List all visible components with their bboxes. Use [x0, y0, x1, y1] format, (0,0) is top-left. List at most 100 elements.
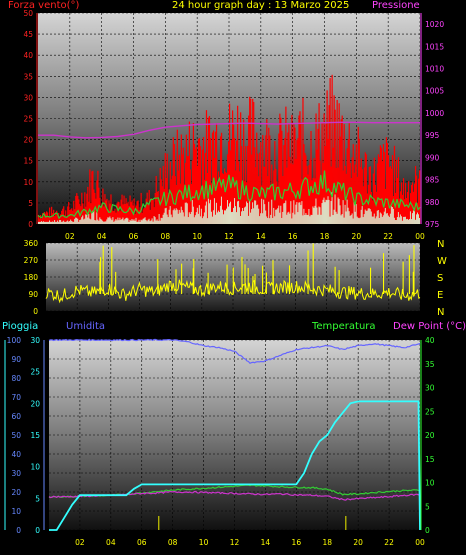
wind-bar: [148, 189, 150, 224]
wind-light-bar: [292, 212, 294, 224]
wind-light-bar: [414, 219, 416, 224]
wind-light-bar: [220, 196, 222, 224]
wind-bar: [293, 124, 295, 224]
wind-light-bar: [213, 198, 215, 224]
wind-bar: [157, 191, 159, 224]
wind-bar: [71, 208, 73, 224]
wind-bar: [256, 132, 258, 224]
pressure-tick-label: 1020: [425, 20, 444, 29]
wind-light-bar: [121, 218, 123, 224]
wind-light-bar: [263, 199, 265, 224]
wind-bar: [407, 181, 410, 224]
wind-light-bar: [270, 214, 272, 224]
wind-bar: [394, 192, 397, 224]
climate-x-tick-label: 18: [322, 538, 332, 547]
wind-light-bar: [249, 200, 251, 224]
wind-bar: [47, 212, 49, 224]
wind-bar: [276, 181, 278, 224]
wind-light-bar: [316, 207, 318, 224]
wind-light-bar: [360, 209, 362, 224]
wind-bar: [289, 156, 291, 224]
wind-bar: [68, 201, 70, 224]
wind-bar: [186, 156, 188, 224]
wind-light-bar: [382, 215, 384, 224]
wind-light-bar: [141, 220, 143, 224]
wind-light-bar: [161, 218, 163, 224]
wind-bar: [61, 210, 63, 224]
wind-bar: [382, 144, 385, 224]
wind-light-bar: [53, 221, 55, 224]
humidity-tick-label: 90: [11, 355, 21, 364]
wind-light-bar: [327, 196, 329, 224]
wind-bar: [350, 178, 352, 224]
wind-light-bar: [99, 217, 101, 224]
wind-light-bar: [136, 221, 138, 224]
wind-bar: [295, 158, 297, 224]
wind-light-bar: [246, 201, 248, 224]
wind-light-bar: [55, 221, 57, 224]
wind-bar: [409, 193, 412, 224]
wind-bar: [361, 169, 363, 224]
rain-tick-label: 10: [30, 463, 40, 472]
wind-light-bar: [312, 206, 314, 224]
wind-bar: [404, 183, 407, 224]
wind-bar: [56, 210, 58, 224]
wind-bar: [358, 138, 360, 224]
wind-bar: [134, 213, 136, 224]
wind-light-bar: [244, 207, 246, 224]
wind-light-bar: [50, 221, 52, 224]
pressure-tick-label: 985: [425, 176, 440, 185]
wind-tick-label: 40: [23, 51, 33, 60]
wind-bar: [247, 145, 249, 224]
wind-bar: [75, 195, 77, 224]
wind-bar: [87, 186, 89, 224]
wind-light-bar: [386, 213, 388, 224]
wind-bar: [418, 170, 421, 224]
wind-light-bar: [163, 212, 165, 224]
wind-bar: [278, 133, 280, 224]
wind-bar: [315, 113, 317, 224]
wind-bar: [279, 113, 281, 224]
wind-tick-label: 30: [23, 93, 33, 102]
wind-bar: [185, 134, 187, 224]
wind-light-bar: [178, 209, 180, 224]
wind-bar: [106, 198, 108, 224]
wind-light-bar: [176, 209, 178, 224]
wind-light-bar: [215, 202, 217, 224]
wind-light-bar: [256, 205, 258, 224]
wind-bar: [200, 186, 203, 224]
wind-light-bar: [84, 218, 86, 224]
wind-bar: [123, 195, 125, 224]
wind-light-bar: [402, 216, 404, 224]
wind-light-bar: [288, 211, 290, 224]
compass-label: S: [437, 273, 443, 284]
wind-light-bar: [330, 201, 332, 224]
wind-light-bar: [326, 200, 328, 224]
wind-light-bar: [140, 219, 142, 224]
wind-light-bar: [125, 217, 127, 224]
wind-light-bar: [390, 206, 392, 224]
wind-light-bar: [181, 210, 183, 224]
humidity-tick-label: 30: [11, 469, 21, 478]
humidity-tick-label: 80: [11, 374, 21, 383]
wind-bar: [257, 153, 259, 224]
wind-bar: [96, 180, 98, 224]
wind-light-bar: [62, 221, 64, 224]
wind-bar: [337, 167, 339, 224]
wind-light-bar: [91, 213, 93, 224]
wind-bar: [229, 103, 231, 224]
wind-light-bar: [296, 202, 298, 224]
wind-bar: [139, 207, 141, 224]
wind-light-bar: [285, 200, 287, 224]
wind-light-bar: [413, 210, 415, 224]
rain-tick-label: 0: [35, 526, 40, 535]
pressure-tick-label: 995: [425, 131, 440, 140]
wind-bar: [288, 123, 290, 224]
wind-bar: [387, 155, 390, 224]
wind-light-bar: [247, 203, 249, 224]
wind-bar: [235, 170, 237, 224]
wind-bar: [149, 209, 151, 224]
wind-light-bar: [260, 213, 262, 224]
wind-light-bar: [381, 216, 383, 224]
wind-light-bar: [70, 219, 72, 224]
